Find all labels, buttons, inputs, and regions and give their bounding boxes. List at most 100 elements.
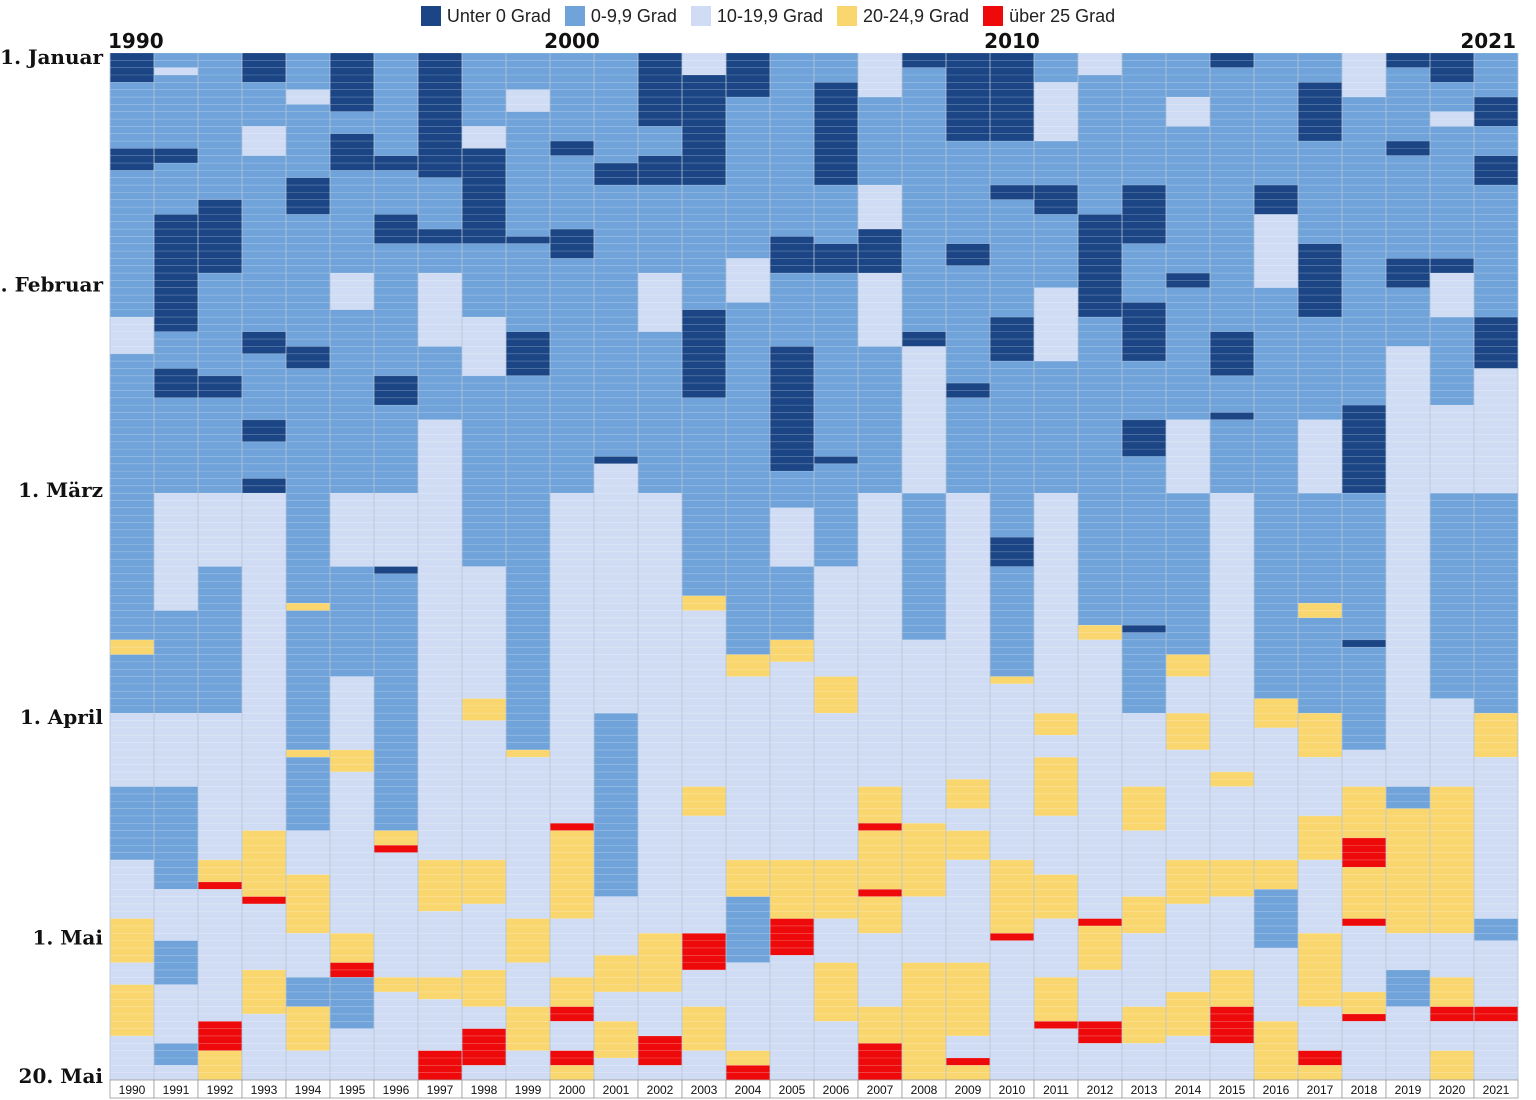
year-column-2011 [1034, 53, 1078, 1080]
heat-cell [198, 881, 242, 890]
heat-cell [286, 346, 330, 369]
heat-cell [946, 1057, 990, 1066]
heat-cell [638, 933, 682, 992]
heat-cell [726, 654, 770, 677]
heat-cell [1078, 1043, 1122, 1080]
heat-cell [902, 896, 946, 963]
heat-cell [198, 889, 242, 934]
year-label: 2011 [1043, 1083, 1069, 1097]
heat-cell [330, 133, 374, 171]
heat-cell [1430, 126, 1474, 259]
heat-cell [1430, 859, 1474, 934]
heat-cell [946, 1035, 990, 1058]
heat-cell [418, 273, 462, 347]
heat-cell [682, 969, 726, 1007]
heat-cell [286, 419, 330, 604]
heat-cell [506, 918, 550, 963]
heat-cell [110, 353, 154, 494]
heat-cell [462, 859, 506, 904]
heat-cell [638, 1065, 682, 1080]
heat-cell [198, 397, 242, 494]
year-label: 1996 [383, 1083, 410, 1097]
heat-cell [858, 933, 902, 1007]
heat-cell [1342, 837, 1386, 868]
heat-cell [286, 89, 330, 105]
year-column-1999 [506, 53, 550, 1080]
heat-cell [462, 969, 506, 1007]
heat-cell [770, 859, 814, 919]
year-column-2008 [902, 53, 946, 1080]
year-label: 1999 [515, 1083, 542, 1097]
heat-cell [110, 984, 154, 1036]
heat-cell [814, 82, 858, 186]
heat-cell [550, 823, 594, 831]
heat-cell [330, 1028, 374, 1080]
heat-cell [814, 185, 858, 244]
heat-cell [1342, 867, 1386, 919]
heat-cell [814, 918, 858, 963]
heat-cell [418, 346, 462, 420]
heat-cell [1386, 493, 1430, 787]
legend-item: 10-19,9 Grad [690, 6, 823, 27]
year-column-2016 [1254, 53, 1298, 1080]
heat-cell [1254, 859, 1298, 890]
heat-cell [1342, 918, 1386, 926]
heat-cell [682, 1006, 726, 1051]
heat-cell [550, 1050, 594, 1066]
heat-cell [1034, 287, 1078, 362]
heat-cell [770, 918, 814, 956]
heat-cell [1210, 412, 1254, 420]
heat-cell [330, 309, 374, 494]
heat-cell [1342, 1013, 1386, 1022]
heat-cell [286, 933, 330, 978]
heat-cell [286, 874, 330, 934]
heat-cell [1386, 808, 1430, 934]
heat-cell [506, 493, 550, 750]
heat-cell [682, 456, 726, 596]
heat-cell [330, 566, 374, 677]
heat-cell [858, 823, 902, 831]
heat-cell [902, 823, 946, 897]
heat-cell [814, 53, 858, 83]
heat-cell [726, 1006, 770, 1051]
heat-cell [770, 955, 814, 1022]
heat-cell [1034, 874, 1078, 919]
year-column-2017 [1298, 53, 1342, 1080]
heat-cell [1386, 258, 1430, 288]
heat-cell [1474, 126, 1518, 156]
heat-cell [374, 493, 418, 567]
heat-cell [990, 683, 1034, 860]
heat-cell [550, 53, 594, 142]
heat-cell [154, 786, 198, 890]
year-label: 1995 [339, 1083, 366, 1097]
heat-cell [242, 419, 286, 442]
heat-cell [594, 163, 638, 186]
heat-cell [814, 962, 858, 1022]
heat-cell [242, 896, 286, 904]
heat-cell [1474, 185, 1518, 215]
heat-cell [506, 331, 550, 376]
year-label: 2007 [867, 1083, 894, 1097]
year-label: 2000 [559, 1083, 586, 1097]
heat-cell [1298, 859, 1342, 934]
heat-cell [1166, 493, 1210, 655]
heat-cell [110, 1035, 154, 1080]
heat-cell [770, 53, 814, 237]
heat-cell [1298, 141, 1342, 244]
heat-cell [242, 969, 286, 1014]
heat-cell [242, 1013, 286, 1080]
heat-cell [638, 185, 682, 274]
heat-cell [726, 962, 770, 1007]
heat-cell [1298, 933, 1342, 1007]
heat-cell [638, 331, 682, 494]
heat-cell [1386, 287, 1430, 347]
heat-cell [1078, 214, 1122, 318]
heat-cell [550, 493, 594, 824]
heat-cell [1474, 1006, 1518, 1022]
heat-cell [858, 859, 902, 890]
heat-cell [1474, 757, 1518, 860]
heat-cell [682, 75, 726, 186]
heat-cell [418, 177, 462, 230]
heat-cell [594, 896, 638, 956]
heat-cell [1298, 493, 1342, 604]
